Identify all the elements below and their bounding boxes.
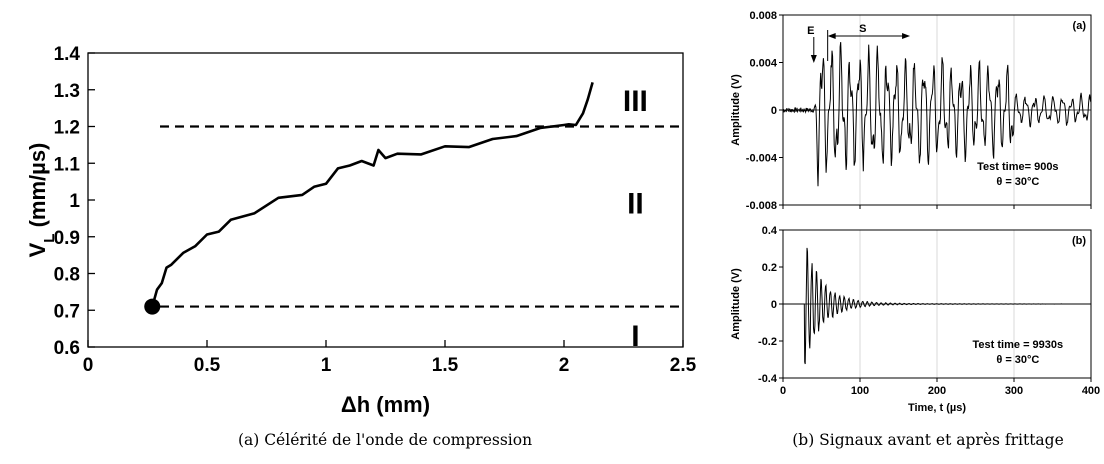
signal-a-test-time: Test time= 900s xyxy=(977,161,1058,173)
velocity-y-tick-label: 1.4 xyxy=(54,44,81,65)
velocity-y-tick-label: 0.7 xyxy=(54,301,80,322)
signal-y-tick-label: 0.004 xyxy=(749,58,777,70)
velocity-y-axis-label: VL (mm/µs) xyxy=(25,143,58,258)
velocity-x-axis-label: Δh (mm) xyxy=(341,392,430,417)
signal-a-x-ticks xyxy=(782,205,1092,209)
signal-a-s-arrowhead-left xyxy=(827,33,836,39)
signal-chart-b: 0.4 0.2 0 -0.2 -0.4 0 100 200 300 400 (b) Amplit… xyxy=(730,225,1100,414)
velocity-x-tick-label: 0 xyxy=(83,355,94,376)
velocity-y-tick-label: 0.6 xyxy=(54,338,80,359)
signal-b-panel-label: (b) xyxy=(1072,235,1086,247)
signal-y-tick-label: -0.008 xyxy=(746,200,777,212)
velocity-y-ticks: 0.6 0.7 0.8 0.9 1 1.1 1.2 1.3 1.4 xyxy=(54,44,95,359)
velocity-x-ticks: 0 0.5 1 1.5 2 2.5 xyxy=(83,340,697,376)
velocity-reference-lines xyxy=(160,125,683,308)
signal-y-tick-label: -0.2 xyxy=(758,336,777,348)
signal-x-tick-label: 0 xyxy=(780,385,786,397)
signal-a-e-label: E xyxy=(807,25,814,37)
velocity-chart: 0.6 0.7 0.8 0.9 1 1.1 1.2 1.3 1.4 0 0.5 1 1.5 2 2.5 I… xyxy=(25,44,697,417)
velocity-zone-label: II xyxy=(627,188,644,221)
velocity-plot-frame xyxy=(87,52,684,348)
velocity-zone-label: III xyxy=(623,85,648,118)
signal-a-temperature: θ = 30°C xyxy=(996,176,1039,188)
signal-b-x-ticks: 0 100 200 300 400 xyxy=(780,378,1100,397)
velocity-y-tick-label: 0.9 xyxy=(54,228,80,249)
signal-a-s-label: S xyxy=(859,23,866,35)
velocity-series-line xyxy=(151,82,594,307)
velocity-y-label-sub: L xyxy=(41,234,58,243)
signal-a-waveform xyxy=(782,42,1092,187)
caption-velocity: (a) Célérité de l'onde de compression xyxy=(238,431,532,449)
signal-b-x-axis-label: Time, t (µs) xyxy=(908,402,966,414)
signal-b-waveform xyxy=(783,247,1091,365)
signal-x-tick-label: 200 xyxy=(928,385,946,397)
velocity-zone-label: I xyxy=(631,320,639,353)
velocity-y-tick-label: 0.8 xyxy=(54,265,80,286)
velocity-y-tick-label: 1.2 xyxy=(54,118,80,139)
signal-a-s-arrowhead-right xyxy=(902,33,911,39)
signal-y-tick-label: -0.4 xyxy=(758,373,778,385)
signal-a-y-axis-label: Amplitude (V) xyxy=(730,74,742,146)
signal-y-tick-label: 0.2 xyxy=(762,262,777,274)
signal-y-tick-label: -0.004 xyxy=(746,153,778,165)
signal-a-annotations: E S Test time= 900s θ = 30°C xyxy=(807,23,1058,188)
velocity-start-marker xyxy=(144,298,161,315)
signal-y-tick-label: 0 xyxy=(771,299,777,311)
signal-y-tick-label: 0.4 xyxy=(762,225,778,237)
signal-a-e-arrowhead xyxy=(810,55,817,63)
velocity-x-tick-label: 1.5 xyxy=(432,355,459,376)
signal-x-tick-label: 100 xyxy=(851,385,869,397)
velocity-x-tick-label: 1 xyxy=(321,355,332,376)
velocity-y-label-main: V xyxy=(25,242,50,257)
signal-b-y-ticks: 0.4 0.2 0 -0.2 -0.4 xyxy=(758,225,783,385)
velocity-y-tick-label: 1.3 xyxy=(54,81,80,102)
signal-x-tick-label: 300 xyxy=(1005,385,1023,397)
signal-y-tick-label: 0 xyxy=(771,105,777,117)
signal-b-test-time: Test time = 9930s xyxy=(973,339,1064,351)
signal-b-temperature: θ = 30°C xyxy=(996,354,1039,366)
velocity-x-tick-label: 2.5 xyxy=(670,355,697,376)
velocity-y-tick-label: 1 xyxy=(69,191,80,212)
velocity-y-label-unit: (mm/µs) xyxy=(25,143,50,234)
velocity-x-tick-label: 0.5 xyxy=(194,355,221,376)
signal-chart-a: 0.008 0.004 0 -0.004 -0.008 (a) Amplitude (V… xyxy=(730,10,1092,212)
caption-signals: (b) Signaux avant et après frittage xyxy=(792,431,1064,449)
signal-a-panel-label: (a) xyxy=(1073,20,1087,32)
signal-a-y-ticks: 0.008 0.004 0 -0.004 -0.008 xyxy=(746,10,783,212)
velocity-y-tick-label: 1.1 xyxy=(54,154,81,175)
signal-b-y-axis-label: Amplitude (V) xyxy=(730,268,742,340)
velocity-x-tick-label: 2 xyxy=(559,355,570,376)
signal-x-tick-label: 400 xyxy=(1082,385,1100,397)
signal-y-tick-label: 0.008 xyxy=(749,10,777,22)
